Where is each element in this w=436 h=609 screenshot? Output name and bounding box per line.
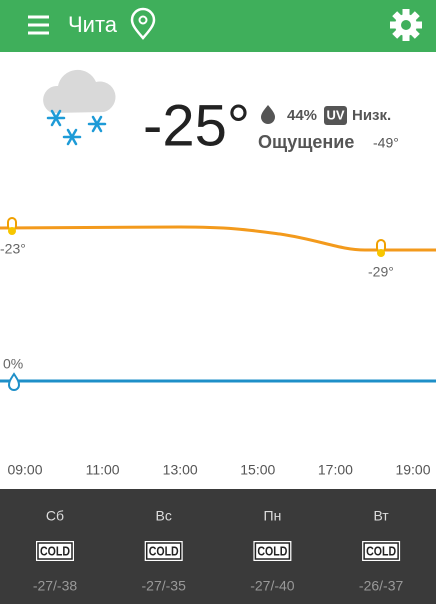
cold-badge-border [37, 542, 73, 560]
day-range: -26/-37 [359, 578, 404, 594]
cold-badge-border [145, 542, 182, 560]
cold-badge: COLD [366, 543, 396, 558]
temp-label: -23° [0, 241, 26, 257]
location-dot [138, 15, 148, 25]
feels-like: -49° [373, 135, 399, 151]
day-range: -27/-35 [142, 578, 187, 594]
temp-label: -29° [368, 264, 394, 280]
temp-marker [376, 239, 386, 257]
cold-badge-bg [362, 541, 401, 561]
humidity-icon [261, 105, 275, 124]
cold-badge-bg [144, 541, 183, 561]
day-range: -27/-40 [250, 578, 295, 594]
feels-like-label: Ощущение [258, 132, 354, 152]
precip-marker [7, 372, 21, 391]
cold-badge-bg [36, 541, 74, 561]
time-label: 13:00 [163, 462, 198, 478]
uv-level: Низк. [352, 107, 391, 124]
current-temperature: -25° [143, 93, 250, 158]
precip-label: 0% [3, 356, 23, 372]
humidity: 44% [287, 107, 317, 124]
day-name: Пн [264, 508, 282, 524]
time-label: 09:00 [7, 462, 42, 478]
time-label: 11:00 [86, 462, 120, 478]
settings-button[interactable] [390, 9, 422, 41]
location-icon[interactable] [130, 7, 156, 40]
weather-icon [43, 69, 116, 146]
day-range: -27/-38 [33, 578, 78, 594]
day-name: Сб [46, 508, 64, 524]
temp-marker [7, 217, 17, 235]
time-label: 15:00 [240, 462, 275, 478]
header-bar [0, 0, 436, 52]
cold-badge-bg [253, 541, 292, 561]
cold-badge-border [363, 542, 399, 560]
cold-badge: COLD [40, 543, 70, 558]
cold-badge: COLD [257, 543, 287, 558]
city-name[interactable]: Чита [68, 12, 118, 37]
day-name: Вт [373, 508, 389, 524]
time-label: 17:00 [318, 462, 353, 478]
cold-badge: COLD [149, 543, 179, 558]
day-name: Вс [156, 508, 172, 524]
temperature-line [0, 225, 436, 252]
time-label: 19:00 [395, 462, 430, 478]
menu-button[interactable] [28, 15, 49, 35]
uv-badge-bg [324, 106, 347, 125]
cold-badge-border [254, 542, 291, 560]
uv-badge: UV [326, 107, 344, 122]
